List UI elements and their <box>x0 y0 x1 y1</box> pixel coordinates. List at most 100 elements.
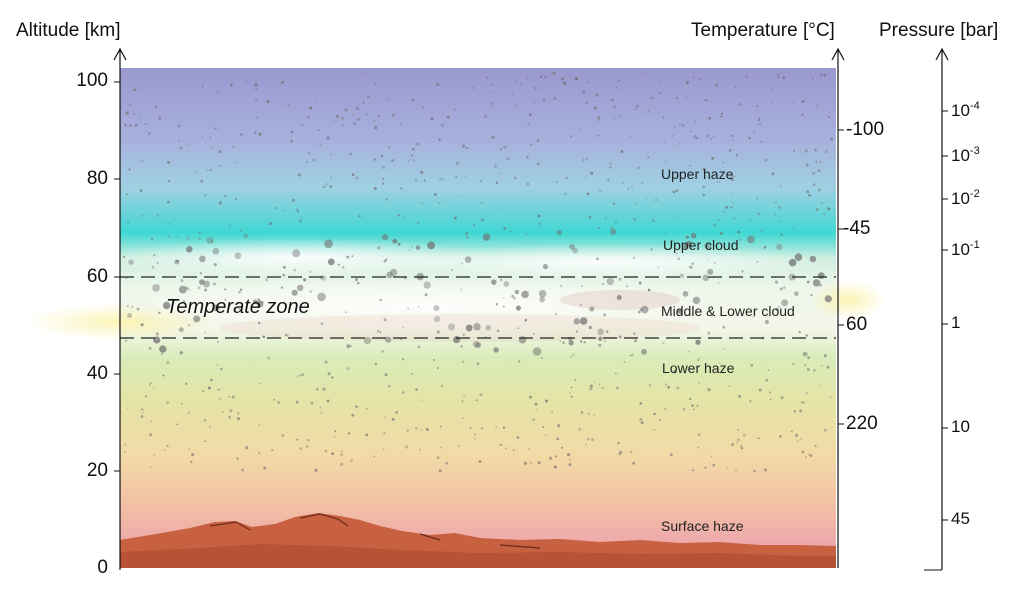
haze-particle <box>327 258 335 266</box>
haze-particle <box>179 146 183 150</box>
haze-particle <box>503 281 510 287</box>
haze-particle <box>329 185 333 189</box>
haze-particle <box>374 82 377 85</box>
haze-particle <box>769 398 772 401</box>
haze-particle <box>140 323 144 327</box>
haze-particle <box>586 437 590 441</box>
haze-particle <box>473 433 477 436</box>
haze-particle <box>737 438 740 442</box>
haze-particle <box>788 258 797 267</box>
haze-particle <box>420 429 423 431</box>
haze-particle <box>802 351 808 357</box>
haze-particle <box>553 96 557 101</box>
haze-particle <box>388 385 391 388</box>
haze-particle <box>598 226 601 230</box>
haze-particle <box>330 176 333 179</box>
haze-particle <box>717 218 720 221</box>
haze-particle <box>187 411 190 414</box>
haze-particle <box>207 169 209 172</box>
haze-particle <box>346 344 351 349</box>
haze-particle <box>347 432 351 435</box>
haze-particle <box>479 393 483 397</box>
haze-particle <box>125 277 128 280</box>
haze-particle <box>478 328 480 330</box>
haze-particle <box>471 86 474 90</box>
haze-particle <box>327 372 331 376</box>
haze-particle <box>707 331 711 335</box>
haze-particle <box>280 286 284 289</box>
haze-particle <box>213 304 220 311</box>
haze-particle <box>728 385 731 388</box>
haze-particle <box>695 136 698 140</box>
temperature-tick: 60 <box>846 314 868 335</box>
haze-particle <box>355 405 358 408</box>
haze-particle <box>733 175 736 178</box>
haze-particle <box>809 255 817 263</box>
haze-particle <box>641 71 643 74</box>
haze-particle <box>296 438 299 441</box>
haze-particle <box>154 105 158 108</box>
haze-particle <box>433 315 441 323</box>
haze-particle <box>274 206 277 210</box>
haze-particle <box>518 360 521 363</box>
haze-particle <box>224 288 227 291</box>
haze-particle <box>439 425 442 428</box>
haze-particle <box>585 157 589 160</box>
haze-particle <box>590 171 594 175</box>
haze-particle <box>240 229 243 232</box>
haze-particle <box>202 390 205 393</box>
haze-particle <box>219 397 222 400</box>
haze-particle <box>243 233 249 239</box>
haze-particle <box>675 96 679 100</box>
haze-particle <box>391 159 394 163</box>
haze-particle <box>722 347 725 350</box>
haze-particle <box>282 210 284 212</box>
haze-particle <box>491 135 495 139</box>
haze-particle <box>689 246 693 249</box>
altitude-axis-title: Altitude [km] <box>16 20 121 41</box>
haze-particle <box>314 468 318 472</box>
temperature-axis <box>831 47 845 568</box>
haze-particle <box>544 434 547 437</box>
altitude-axis <box>113 47 127 570</box>
haze-particle <box>440 123 445 127</box>
haze-particle <box>702 274 710 282</box>
pressure-tick-base: 10 <box>951 101 970 120</box>
haze-particle <box>648 383 652 387</box>
haze-particle <box>188 288 190 291</box>
haze-particle <box>377 246 381 250</box>
haze-particle <box>167 201 170 204</box>
haze-particle <box>823 428 827 432</box>
haze-particle <box>373 186 377 191</box>
haze-particle <box>588 215 592 219</box>
haze-particle <box>805 392 808 395</box>
haze-particle <box>696 404 699 407</box>
haze-particle <box>623 361 626 363</box>
haze-particle <box>658 419 661 422</box>
haze-particle <box>139 189 143 193</box>
haze-particle <box>582 158 585 162</box>
haze-particle <box>188 448 190 450</box>
haze-particle <box>677 217 679 220</box>
haze-particle <box>178 327 184 333</box>
haze-particle <box>277 401 281 404</box>
haze-particle <box>634 107 637 111</box>
haze-particle <box>629 450 633 454</box>
haze-particle <box>299 374 301 377</box>
haze-particle <box>199 279 205 285</box>
haze-particle <box>676 386 680 390</box>
haze-particle <box>791 260 794 264</box>
haze-particle <box>800 438 803 440</box>
haze-particle <box>423 281 431 289</box>
haze-particle <box>753 469 756 473</box>
haze-particle <box>791 101 794 104</box>
haze-particle <box>397 214 400 217</box>
haze-particle <box>357 118 360 121</box>
haze-particle <box>673 370 677 374</box>
haze-particle <box>463 395 465 398</box>
pressure-tick: 10 <box>951 417 970 437</box>
haze-particle <box>127 407 129 409</box>
haze-particle <box>806 190 810 194</box>
haze-particle <box>726 467 728 469</box>
haze-particle <box>149 466 152 468</box>
